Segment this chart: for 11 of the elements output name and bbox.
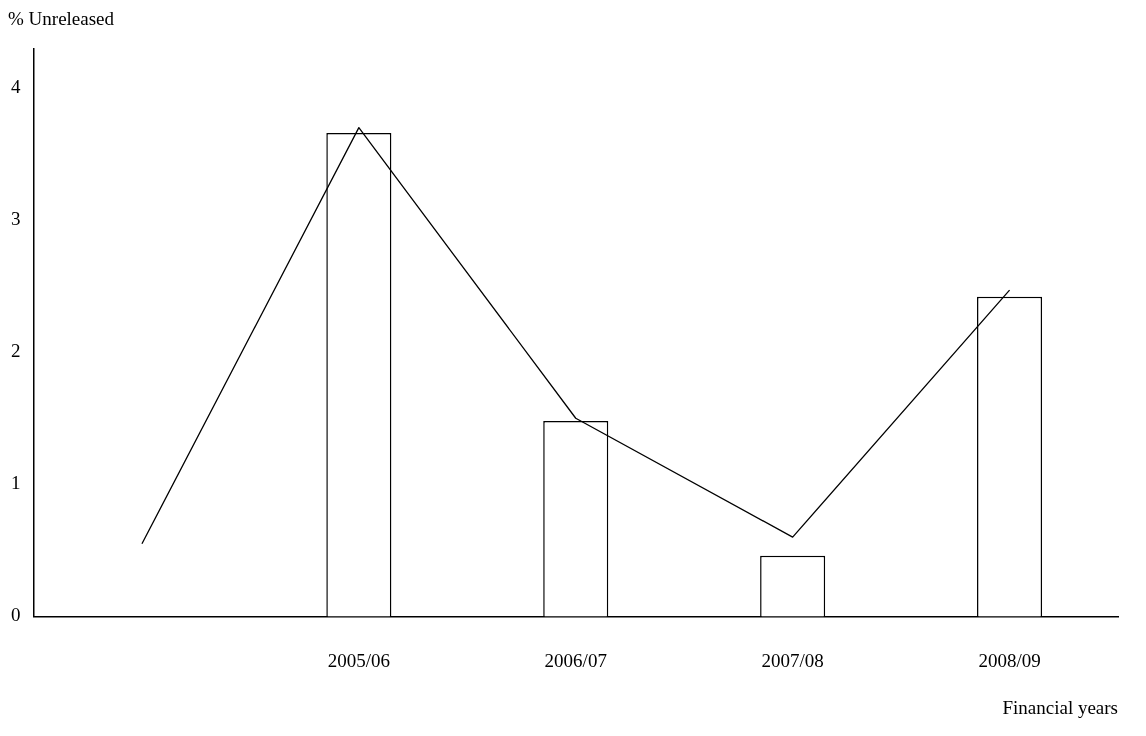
x-tick-label: 2006/07: [544, 649, 607, 671]
x-tick-label: 2007/08: [761, 649, 824, 671]
y-tick-label: 0: [11, 604, 21, 626]
y-tick-label: 2: [11, 340, 21, 362]
y-tick-label: 4: [11, 76, 21, 98]
y-axis-title: % Unreleased: [8, 8, 116, 31]
x-tick-label: 2008/09: [978, 649, 1041, 671]
y-tick-label: 3: [11, 208, 21, 230]
y-tick-label: 1: [11, 472, 21, 494]
x-axis-title: Financial years: [1002, 696, 1118, 718]
x-tick-label: 2005/06: [327, 649, 390, 671]
